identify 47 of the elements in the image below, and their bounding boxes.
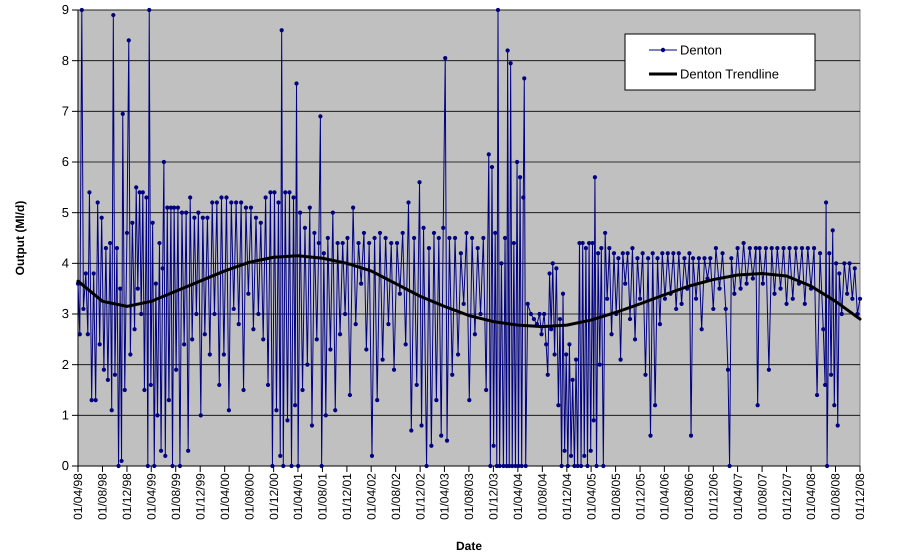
x-tick-label: 01/04/03 <box>438 472 452 520</box>
x-tick-label: 01/04/05 <box>584 472 598 520</box>
x-tick-label: 01/04/08 <box>804 472 818 520</box>
x-tick-label: 01/08/00 <box>242 472 256 520</box>
x-tick-label: 01/08/99 <box>168 472 183 520</box>
y-tick-label: 6 <box>62 154 69 170</box>
x-tick-label: 01/12/01 <box>340 472 354 520</box>
x-tick-label: 01/08/08 <box>828 472 843 520</box>
x-tick-label: 01/08/02 <box>388 472 403 520</box>
y-tick-label: 4 <box>62 255 69 270</box>
x-tick-label: 01/04/01 <box>291 472 306 520</box>
x-tick-label: 01/12/05 <box>633 472 648 520</box>
x-tick-label: 01/12/08 <box>853 472 868 520</box>
x-tick-label: 01/12/99 <box>193 472 208 520</box>
y-tick-label: 2 <box>62 356 69 372</box>
x-tick-label: 01/08/06 <box>682 472 696 520</box>
y-tick-label: 9 <box>62 2 69 18</box>
x-tick-label: 01/12/98 <box>120 472 134 520</box>
x-tick-label: 01/04/99 <box>144 472 158 520</box>
x-tick-label: 01/12/03 <box>486 472 501 520</box>
x-axis-title: Date <box>456 539 482 553</box>
x-tick-label: 01/08/04 <box>536 472 550 520</box>
y-tick-label: 7 <box>62 103 69 118</box>
x-tick-label: 01/12/04 <box>560 472 574 520</box>
x-tick-label: 01/04/07 <box>730 472 745 520</box>
x-tick-label: 01/04/06 <box>658 472 672 520</box>
x-tick-label: 01/08/03 <box>462 472 476 520</box>
x-tick-label: 01/04/98 <box>71 472 86 520</box>
x-tick-label: 01/12/07 <box>780 472 794 520</box>
x-tick-label: 01/12/06 <box>706 472 721 520</box>
legend-label: Denton Trendline <box>680 66 780 82</box>
x-tick-label: 01/04/00 <box>218 472 232 520</box>
x-tick-label: 01/12/02 <box>413 472 428 520</box>
x-tick-label: 01/08/98 <box>96 472 110 520</box>
x-tick-label: 01/08/07 <box>755 472 770 520</box>
x-tick-label: 01/04/02 <box>364 472 378 520</box>
x-tick-label: 01/04/04 <box>511 472 526 520</box>
x-tick-label: 01/12/00 <box>266 472 281 520</box>
y-axis-title: Output (Ml/d) <box>13 200 27 276</box>
legend-label: Denton <box>680 42 722 58</box>
y-tick-label: 1 <box>62 407 69 422</box>
y-tick-label: 5 <box>62 204 69 220</box>
x-tick-label: 01/08/01 <box>316 472 330 520</box>
y-tick-label: 8 <box>62 52 69 68</box>
y-tick-label: 0 <box>62 458 69 474</box>
x-tick-label: 01/08/05 <box>608 472 623 520</box>
y-tick-label: 3 <box>62 306 69 322</box>
